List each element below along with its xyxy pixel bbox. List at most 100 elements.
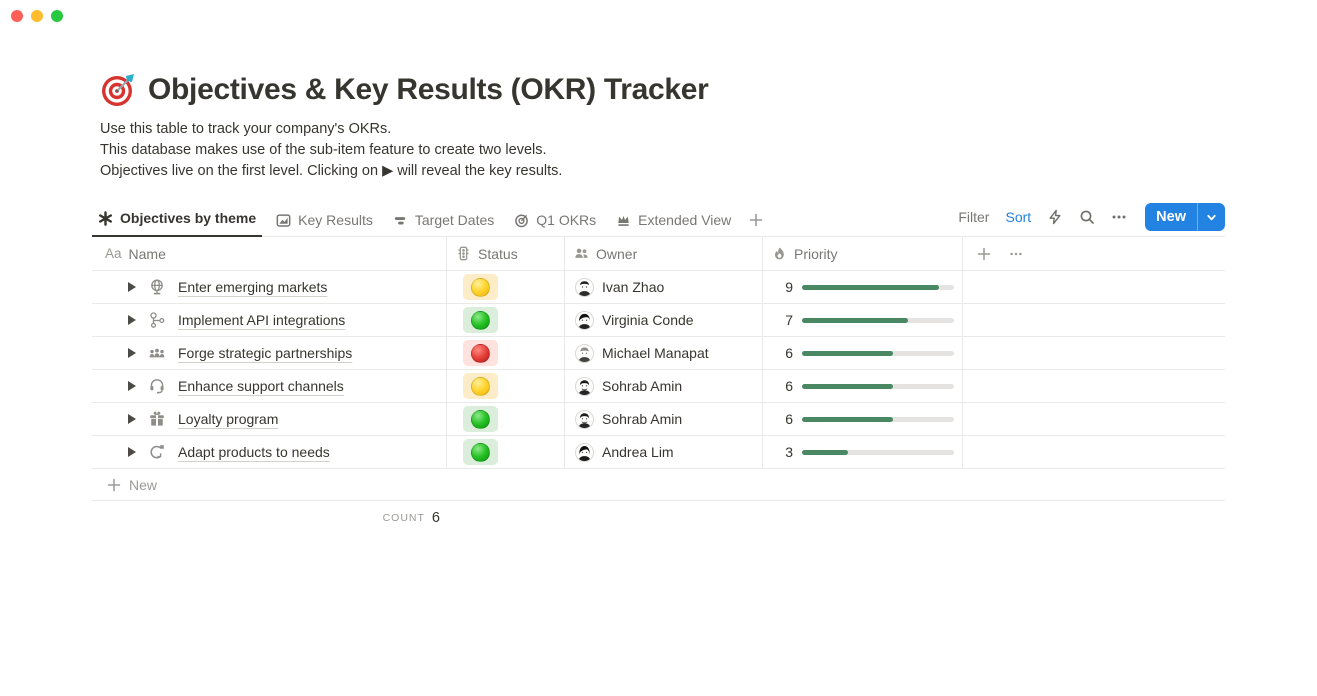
ellipsis-icon bbox=[1112, 215, 1126, 219]
empty-cell bbox=[963, 436, 1225, 468]
zoom-window-button[interactable] bbox=[51, 10, 63, 22]
row-name-link[interactable]: Enhance support channels bbox=[178, 378, 344, 394]
tab-target-dates[interactable]: Target Dates bbox=[387, 212, 500, 237]
gift-icon bbox=[148, 410, 166, 428]
name-cell: Loyalty program bbox=[92, 403, 447, 435]
status-cell[interactable] bbox=[447, 337, 565, 369]
expand-toggle-icon[interactable] bbox=[128, 447, 136, 457]
minimize-window-button[interactable] bbox=[31, 10, 43, 22]
close-window-button[interactable] bbox=[11, 10, 23, 22]
count-calc-button[interactable]: COUNT 6 bbox=[92, 501, 447, 535]
table-more-button[interactable] bbox=[1009, 247, 1023, 261]
more-options-button[interactable] bbox=[1111, 209, 1127, 225]
window-titlebar bbox=[0, 0, 1317, 32]
column-header-status[interactable]: Status bbox=[447, 237, 565, 270]
column-label: Name bbox=[128, 245, 166, 262]
row-name-link[interactable]: Forge strategic partnerships bbox=[178, 345, 353, 361]
tab-objectives-by-theme[interactable]: Objectives by theme bbox=[92, 210, 263, 237]
status-dot-icon bbox=[471, 277, 490, 297]
priority-bar-fill bbox=[802, 284, 939, 290]
add-view-button[interactable] bbox=[745, 213, 767, 236]
table-header-row: Aa Name Status Owner bbox=[92, 237, 1225, 271]
priority-bar-track bbox=[802, 383, 954, 389]
row-name-link[interactable]: Adapt products to needs bbox=[178, 444, 330, 460]
new-row-button[interactable]: New bbox=[92, 469, 1225, 501]
owner-cell[interactable]: Andrea Lim bbox=[565, 436, 763, 468]
filter-button[interactable]: Filter bbox=[958, 209, 990, 225]
priority-cell[interactable]: 3 bbox=[763, 436, 963, 468]
status-dot-icon bbox=[471, 343, 490, 363]
expand-toggle-icon[interactable] bbox=[128, 381, 136, 391]
name-cell: Adapt products to needs bbox=[92, 436, 447, 468]
priority-bar-fill bbox=[802, 416, 894, 422]
table-row: Adapt products to needs Andrea Lim 3 bbox=[92, 436, 1225, 469]
status-cell[interactable] bbox=[447, 370, 565, 402]
status-cell[interactable] bbox=[447, 271, 565, 303]
owner-cell[interactable]: Virginia Conde bbox=[565, 304, 763, 336]
owner-name: Virginia Conde bbox=[602, 312, 694, 328]
status-pill bbox=[463, 439, 498, 465]
owner-cell[interactable]: Sohrab Amin bbox=[565, 370, 763, 402]
status-cell[interactable] bbox=[447, 436, 565, 468]
status-dot-icon bbox=[471, 310, 490, 330]
priority-cell[interactable]: 6 bbox=[763, 337, 963, 369]
sort-button[interactable]: Sort bbox=[1005, 209, 1032, 225]
automations-button[interactable] bbox=[1047, 209, 1063, 225]
status-cell[interactable] bbox=[447, 304, 565, 336]
status-cell[interactable] bbox=[447, 403, 565, 435]
view-toolbar: Objectives by theme Key Results Target D… bbox=[92, 203, 1225, 237]
table-row: Enhance support channels Sohrab Amin 6 bbox=[92, 370, 1225, 403]
expand-toggle-icon[interactable] bbox=[128, 282, 136, 292]
row-name-link[interactable]: Enter emerging markets bbox=[178, 279, 328, 295]
owner-cell[interactable]: Michael Manapat bbox=[565, 337, 763, 369]
add-property-button[interactable] bbox=[977, 247, 991, 261]
crown-view-icon bbox=[618, 215, 629, 226]
search-button[interactable] bbox=[1079, 209, 1095, 225]
plus-icon bbox=[107, 478, 121, 491]
new-dropdown-button[interactable] bbox=[1198, 203, 1225, 231]
name-cell: Forge strategic partnerships bbox=[92, 337, 447, 369]
new-button[interactable]: New bbox=[1156, 209, 1186, 225]
priority-bar-fill bbox=[802, 317, 909, 323]
tab-key-results[interactable]: Key Results bbox=[270, 212, 379, 237]
target-view-icon bbox=[515, 213, 529, 227]
people-group-icon bbox=[148, 344, 166, 362]
new-row-label: New bbox=[129, 476, 158, 493]
priority-bar-track bbox=[802, 416, 954, 422]
priority-cell[interactable]: 6 bbox=[763, 370, 963, 402]
description-line: This database makes use of the sub-item … bbox=[100, 142, 547, 158]
priority-bar-fill bbox=[802, 383, 894, 389]
priority-value: 9 bbox=[785, 279, 793, 295]
people-icon bbox=[575, 248, 588, 258]
status-dot-icon bbox=[471, 376, 490, 396]
table-row: Implement API integrations Virginia Cond… bbox=[92, 304, 1225, 337]
plus-icon bbox=[749, 213, 763, 227]
expand-toggle-icon[interactable] bbox=[128, 414, 136, 424]
empty-cell bbox=[963, 271, 1225, 303]
expand-toggle-icon[interactable] bbox=[128, 315, 136, 325]
expand-toggle-icon[interactable] bbox=[128, 348, 136, 358]
globe-icon bbox=[148, 278, 166, 296]
priority-cell[interactable]: 7 bbox=[763, 304, 963, 336]
column-header-name[interactable]: Aa Name bbox=[92, 237, 447, 270]
tab-extended-view[interactable]: Extended View bbox=[610, 212, 737, 237]
priority-cell[interactable]: 6 bbox=[763, 403, 963, 435]
column-header-priority[interactable]: Priority bbox=[763, 237, 963, 270]
row-name-link[interactable]: Loyalty program bbox=[178, 411, 279, 427]
owner-cell[interactable]: Sohrab Amin bbox=[565, 403, 763, 435]
priority-bar-track bbox=[802, 350, 954, 356]
adapt-icon bbox=[148, 443, 166, 461]
row-name-link[interactable]: Implement API integrations bbox=[178, 312, 346, 328]
workflow-icon bbox=[148, 311, 166, 329]
column-header-owner[interactable]: Owner bbox=[565, 237, 763, 270]
priority-cell[interactable]: 9 bbox=[763, 271, 963, 303]
owner-cell[interactable]: Ivan Zhao bbox=[565, 271, 763, 303]
tab-q1-okrs[interactable]: Q1 OKRs bbox=[508, 212, 602, 237]
column-label: Priority bbox=[794, 245, 838, 262]
table-calc-row: COUNT 6 bbox=[92, 501, 1225, 535]
priority-value: 6 bbox=[785, 345, 793, 361]
avatar bbox=[575, 310, 594, 330]
okr-table: Aa Name Status Owner bbox=[92, 237, 1225, 535]
priority-bar-fill bbox=[802, 350, 894, 356]
owner-name: Sohrab Amin bbox=[602, 378, 683, 394]
